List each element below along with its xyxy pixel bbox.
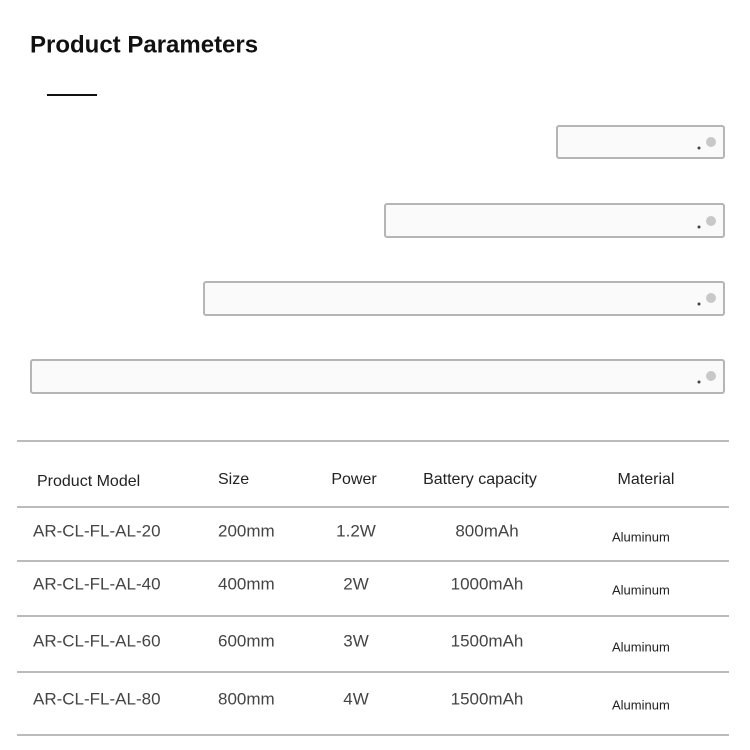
table-cell: 1000mAh [451, 574, 524, 593]
column-header: Size [218, 471, 249, 488]
table-cell: Aluminum [612, 582, 670, 597]
table-cell: 800mm [218, 689, 275, 708]
page-title: Product Parameters [30, 31, 258, 58]
table-cell: 2W [343, 574, 369, 593]
table-cell: Aluminum [612, 639, 670, 654]
table-cell: 600mm [218, 631, 275, 650]
column-header: Material [618, 471, 675, 488]
table-cell: 1500mAh [451, 631, 524, 650]
table-cell: 400mm [218, 574, 275, 593]
light-bar [30, 359, 725, 394]
light-bar [556, 125, 725, 159]
table-cell: 3W [343, 631, 369, 650]
table-cell: 1.2W [336, 521, 376, 540]
table-cell: 200mm [218, 521, 275, 540]
table-cell: 4W [343, 689, 369, 708]
light-bar [203, 281, 725, 316]
table-cell: Aluminum [612, 529, 670, 544]
table-cell: 1500mAh [451, 689, 524, 708]
table-cell: AR-CL-FL-AL-20 [33, 521, 161, 540]
parameter-table: Product Model Size Power Battery capacity Ma… [17, 440, 729, 736]
table-cell: AR-CL-FL-AL-40 [33, 574, 161, 593]
table-cell: Aluminum [612, 697, 670, 712]
light-bar [384, 203, 725, 238]
column-header: Product Model [37, 473, 140, 490]
table-cell: AR-CL-FL-AL-60 [33, 631, 161, 650]
column-header: Battery capacity [423, 471, 537, 488]
table-cell: 800mAh [455, 521, 518, 540]
column-header: Power [331, 471, 377, 488]
light-bars [30, 125, 725, 394]
table-cell: AR-CL-FL-AL-80 [33, 689, 161, 708]
